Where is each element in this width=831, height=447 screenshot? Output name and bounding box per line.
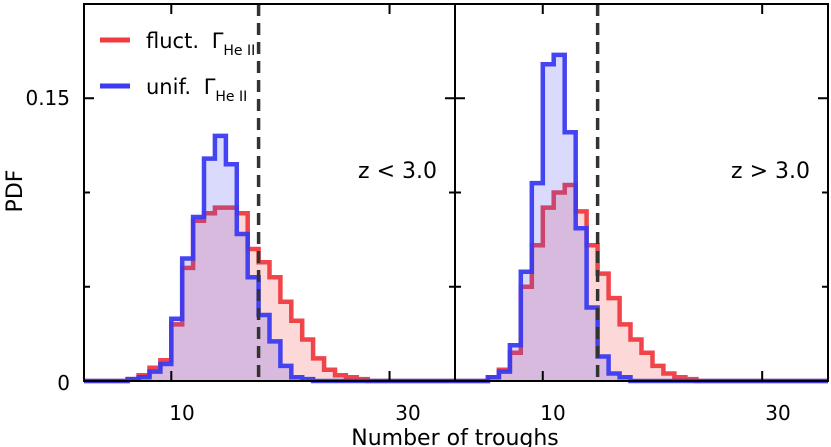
legend: fluct. ΓHe II unif. ΓHe II bbox=[100, 29, 255, 105]
panel-left bbox=[83, 3, 456, 384]
y-tick-label-0: 0 bbox=[57, 371, 70, 395]
x-tick-label-30-right: 30 bbox=[765, 401, 790, 425]
hist-line-unif bbox=[84, 133, 455, 384]
hist-fill-fluct bbox=[455, 185, 828, 381]
legend-label-fluct: fluct. ΓHe II bbox=[146, 29, 255, 59]
hist-fill-unif bbox=[455, 54, 828, 382]
hist-fill-fluct bbox=[84, 207, 455, 381]
x-tick-label-10-right: 10 bbox=[540, 401, 565, 425]
axes-frame bbox=[454, 3, 829, 382]
panel-label-left: z < 3.0 bbox=[358, 159, 437, 184]
panel-right bbox=[454, 3, 829, 384]
x-tick-label-30-left: 30 bbox=[395, 401, 420, 425]
hist-line-unif bbox=[455, 52, 828, 384]
y-tick-label-015: 0.15 bbox=[25, 86, 70, 110]
legend-label-unif: unif. ΓHe II bbox=[146, 75, 247, 105]
x-axis-label: Number of troughs bbox=[351, 426, 559, 447]
y-axis-label: PDF bbox=[3, 170, 28, 213]
panel-label-right: z > 3.0 bbox=[731, 159, 810, 184]
hist-line-fluct bbox=[455, 182, 828, 384]
x-tick-label-10-left: 10 bbox=[169, 401, 194, 425]
